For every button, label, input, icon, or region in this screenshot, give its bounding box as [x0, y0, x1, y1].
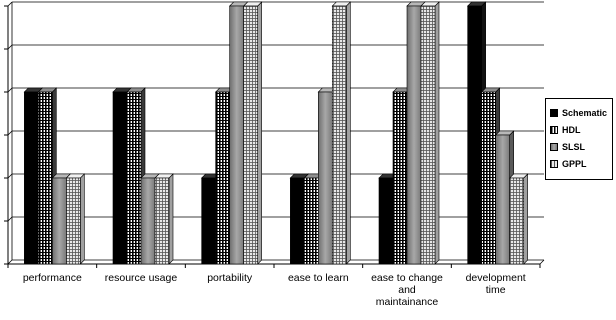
bar-gppl-5 — [420, 1, 440, 265]
bar-front — [24, 91, 39, 265]
bar-front — [509, 177, 524, 265]
legend-label: GPPL — [562, 158, 587, 169]
bar-side — [346, 1, 351, 265]
x-tick-label: performance — [23, 272, 82, 284]
bar-front — [420, 5, 436, 265]
x-tick-label: ease to learn — [288, 272, 349, 284]
bar-front — [332, 5, 347, 265]
x-tick-label: resource usage — [105, 272, 178, 284]
bar-front — [201, 177, 216, 265]
legend-item-gppl: GPPL — [550, 155, 608, 172]
gridline-side — [7, 87, 13, 93]
bar-front — [126, 91, 142, 265]
legend-item-hdl: HDL — [550, 121, 608, 138]
bar-gppl-1 — [65, 173, 86, 265]
bar-front — [318, 91, 333, 265]
bar-front — [140, 177, 156, 265]
legend-swatch — [550, 142, 558, 151]
bar-side — [434, 1, 440, 265]
legend-swatch — [550, 125, 558, 134]
legend: Schematic HDL SLSL GPPL — [545, 98, 613, 180]
bar-gppl-3 — [242, 1, 263, 265]
legend-item-schematic: Schematic — [550, 104, 608, 121]
legend-label: SLSL — [562, 141, 586, 152]
legend-item-slsl: SLSL — [550, 138, 608, 155]
bar-front — [52, 177, 67, 265]
gridline-side — [7, 216, 13, 222]
bar-gppl-2 — [154, 173, 174, 265]
gridline-side — [7, 1, 13, 7]
bar-front — [112, 91, 128, 265]
bar-front — [38, 91, 53, 265]
bar-front — [243, 5, 258, 265]
bar-front — [392, 91, 408, 265]
bar-front — [406, 5, 422, 265]
grid-lines — [7, 1, 544, 265]
bar-side — [257, 1, 262, 265]
floor-edge — [539, 259, 545, 265]
bar-front — [495, 134, 510, 265]
legend-label: Schematic — [562, 107, 608, 118]
x-tick-label: development time — [466, 272, 526, 296]
bar-front — [66, 177, 81, 265]
x-tick-label: portability — [207, 272, 253, 284]
axes — [4, 2, 545, 268]
bar-gppl-6 — [508, 173, 529, 265]
gridline-side — [7, 259, 13, 265]
bar-side — [80, 173, 85, 265]
category-labels: performance resource usage portability ease… — [23, 272, 526, 308]
bar-side — [168, 173, 174, 265]
gridline-side — [7, 173, 13, 179]
bar-front — [229, 5, 244, 265]
bar-front — [290, 177, 305, 265]
gridline-side — [7, 130, 13, 136]
x-tick-label: ease to change and maintainance — [371, 272, 443, 308]
legend-swatch — [550, 108, 558, 117]
bar-front — [467, 5, 482, 265]
legend-swatch — [550, 159, 558, 168]
bar-front — [481, 91, 496, 265]
bars — [23, 1, 529, 265]
legend-label: HDL — [562, 124, 581, 135]
bar-gppl-4 — [331, 1, 352, 265]
bar-front — [378, 177, 394, 265]
bar-front — [304, 177, 319, 265]
bar-side — [523, 173, 528, 265]
bar-front — [154, 177, 170, 265]
bar-front — [215, 91, 230, 265]
gridline-side — [7, 44, 13, 50]
